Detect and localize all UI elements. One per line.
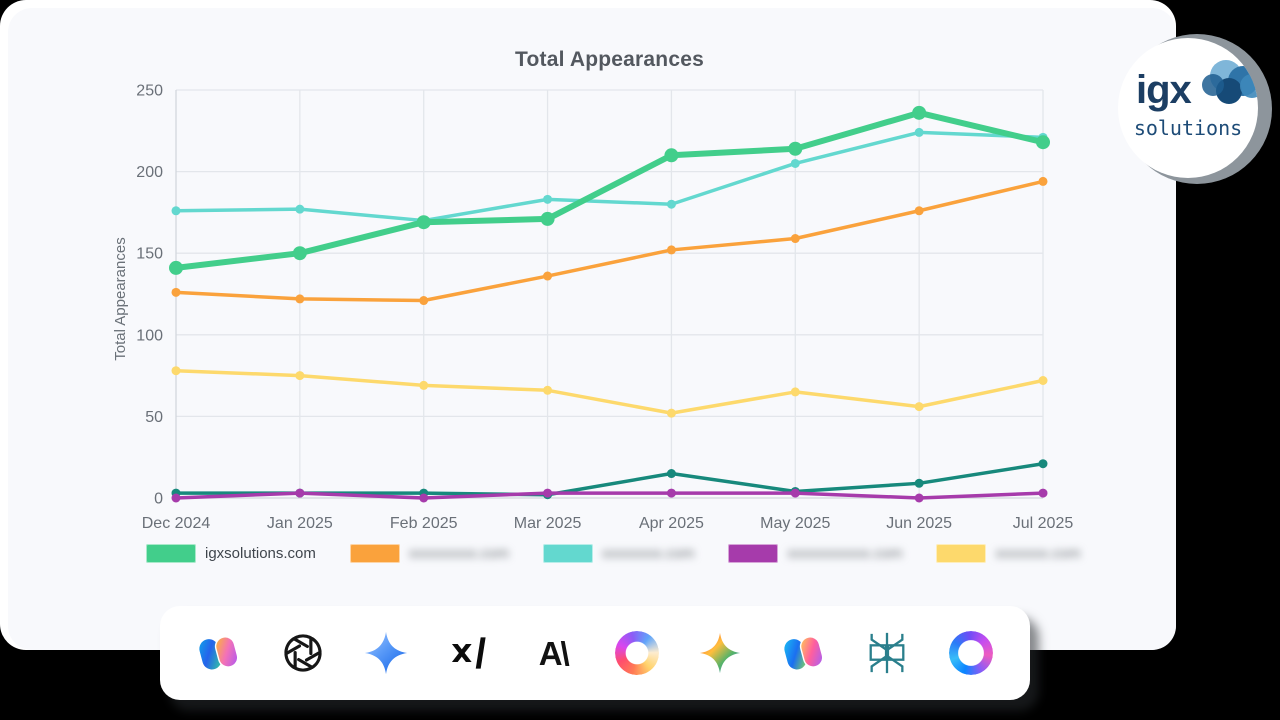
legend-swatch [936, 544, 987, 563]
legend-label: xxxxxxxx.com [601, 545, 695, 562]
legend-item-blurred-domain-4[interactable]: xxxxxxxxxxx.com [728, 544, 902, 563]
anthropic-icon: A\ [538, 634, 570, 672]
report-card [8, 8, 1176, 650]
igx-logo-blob-icon [1240, 74, 1258, 98]
igx-logo-blob-icon [1202, 74, 1224, 96]
legend-label: xxxxxxx.com [995, 545, 1081, 562]
legend-label: xxxxxxxxxxx.com [787, 545, 903, 562]
y-axis-label: Total Appearances [112, 237, 129, 361]
svg-text:250: 250 [136, 83, 163, 100]
legend-item-igxsolutions[interactable]: igxsolutions.com [146, 544, 316, 563]
chart-title: Total Appearances [515, 48, 704, 71]
svg-text:0: 0 [154, 491, 163, 508]
perplexity-icon [864, 630, 910, 676]
igx-logo-text: igx [1136, 68, 1192, 112]
svg-text:Feb 2025: Feb 2025 [390, 515, 458, 532]
svg-text:Apr 2025: Apr 2025 [639, 515, 704, 532]
legend-swatch [728, 544, 779, 563]
igx-solutions-logo: igx solutions [1118, 38, 1258, 178]
svg-text:50: 50 [145, 409, 163, 426]
svg-text:Jul 2025: Jul 2025 [1013, 515, 1074, 532]
svg-text:100: 100 [136, 327, 163, 344]
svg-text:Jun 2025: Jun 2025 [886, 515, 952, 532]
svg-text:Mar 2025: Mar 2025 [514, 515, 582, 532]
svg-text:Jan 2025: Jan 2025 [267, 515, 333, 532]
svg-text:Dec 2024: Dec 2024 [142, 515, 211, 532]
xai-icon [447, 630, 493, 676]
chart-legend: igxsolutions.com xxxxxxxxx.com xxxxxxxx.co… [146, 544, 1080, 563]
gemini-sparkle-icon [697, 630, 743, 676]
meta-ai-icon [948, 630, 994, 676]
igx-logo-subtext: solutions [1133, 116, 1243, 140]
svg-text:200: 200 [136, 164, 163, 181]
microsoft-copilot-icon [196, 630, 242, 676]
legend-label: xxxxxxxxx.com [408, 545, 509, 562]
legend-swatch [349, 544, 400, 563]
ai-platform-logo-bar: A\ [160, 606, 1030, 700]
legend-item-blurred-domain-2[interactable]: xxxxxxxxx.com [349, 544, 509, 563]
microsoft-copilot-alt-icon [781, 630, 827, 676]
legend-item-blurred-domain-5[interactable]: xxxxxxx.com [936, 544, 1080, 563]
google-gemini-icon [363, 630, 409, 676]
openai-icon [280, 630, 326, 676]
legend-item-blurred-domain-3[interactable]: xxxxxxxx.com [542, 544, 695, 563]
legend-swatch [542, 544, 593, 563]
legend-label: igxsolutions.com [205, 545, 316, 562]
svg-text:150: 150 [136, 246, 163, 263]
line-chart: 0 50 100 150 200 250 Dec 2024 Jan 2025 Feb 2025 M… [136, 83, 1074, 533]
apple-intelligence-icon [614, 630, 660, 676]
legend-swatch [146, 544, 196, 563]
svg-text:May 2025: May 2025 [760, 515, 830, 532]
